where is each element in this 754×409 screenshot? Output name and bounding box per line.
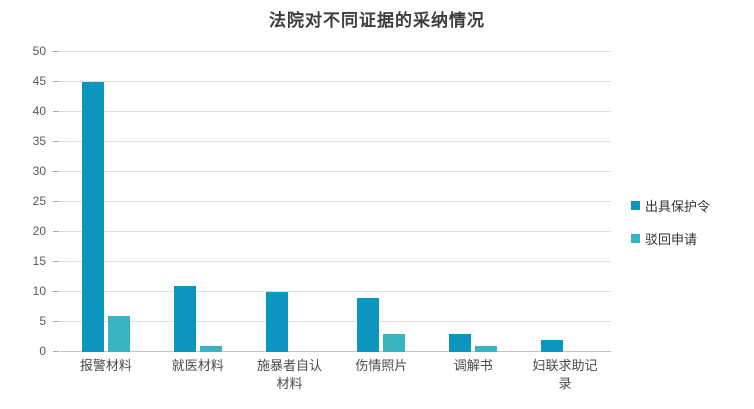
y-tick-label: 30 xyxy=(32,164,46,178)
bar-series2-cat4 xyxy=(475,346,498,352)
bar-group-2 xyxy=(244,52,336,352)
bar-series1-cat4 xyxy=(449,334,472,352)
bar-series2-cat1 xyxy=(199,346,222,352)
y-tick-label: 5 xyxy=(39,314,46,328)
y-tick-label: 15 xyxy=(32,254,46,268)
plot-area xyxy=(60,51,611,352)
bar-series2-cat0 xyxy=(107,316,130,352)
bar-group-0 xyxy=(60,52,152,352)
x-category-cell: 报警材料 xyxy=(60,357,152,393)
bar-group-3 xyxy=(336,52,428,352)
bar-series1-cat1 xyxy=(173,286,196,352)
y-tick-mark xyxy=(53,111,59,112)
gridline xyxy=(60,291,611,292)
gridline xyxy=(60,111,611,112)
x-category-cell: 妇联求助记录 xyxy=(519,357,611,393)
legend-label: 驳回申请 xyxy=(645,232,698,247)
gridline xyxy=(60,261,611,262)
y-tick-mark xyxy=(53,201,59,202)
gridline xyxy=(60,81,611,82)
y-tick-mark xyxy=(53,351,59,352)
y-tick-label: 50 xyxy=(32,44,46,58)
x-category-label: 妇联求助记录 xyxy=(532,358,598,392)
x-category-label: 调解书 xyxy=(453,358,493,373)
x-category-label: 就医材料 xyxy=(171,358,224,373)
y-tick-mark xyxy=(53,321,59,322)
y-tick-mark xyxy=(53,291,59,292)
x-category-label: 报警材料 xyxy=(79,358,132,373)
x-category-cell: 伤情照片 xyxy=(335,357,427,393)
x-axis-line xyxy=(60,351,611,352)
bar-group-4 xyxy=(427,52,519,352)
x-axis: 报警材料 就医材料 施暴者自认材料 伤情照片 调解书 妇联求助记录 xyxy=(60,357,611,393)
bar-series2-cat3 xyxy=(383,334,406,352)
gridline xyxy=(60,171,611,172)
y-tick-label: 10 xyxy=(32,284,46,298)
legend-item-series1: 出具保护令 xyxy=(631,196,710,215)
legend-item-series2: 驳回申请 xyxy=(631,229,710,248)
x-category-cell: 调解书 xyxy=(427,357,519,393)
gridline xyxy=(60,201,611,202)
bar-series1-cat0 xyxy=(81,82,104,352)
legend-label: 出具保护令 xyxy=(645,199,711,214)
legend: 出具保护令 驳回申请 xyxy=(631,196,710,248)
bar-group-5 xyxy=(519,52,611,352)
gridline xyxy=(60,231,611,232)
x-category-cell: 就医材料 xyxy=(152,357,244,393)
y-tick-label: 40 xyxy=(32,104,46,118)
y-tick-mark xyxy=(53,141,59,142)
legend-swatch-icon xyxy=(631,234,640,243)
y-tick-mark xyxy=(53,261,59,262)
bar-series1-cat2 xyxy=(265,292,288,352)
y-tick-mark xyxy=(53,171,59,172)
y-tick-mark xyxy=(53,231,59,232)
bar-series1-cat5 xyxy=(541,340,564,352)
gridline xyxy=(60,141,611,142)
gridline xyxy=(60,51,611,52)
y-tick-mark xyxy=(53,81,59,82)
chart-title: 法院对不同证据的采纳情况 xyxy=(269,11,485,30)
x-category-cell: 施暴者自认材料 xyxy=(244,357,336,393)
y-tick-label: 45 xyxy=(32,74,46,88)
y-tick-label: 0 xyxy=(39,344,46,358)
x-category-label: 施暴者自认材料 xyxy=(257,358,323,392)
gridline xyxy=(60,321,611,322)
bar-series1-cat3 xyxy=(357,298,380,352)
bar-group-1 xyxy=(152,52,244,352)
y-tick-label: 25 xyxy=(32,194,46,208)
y-tick-mark xyxy=(53,51,59,52)
legend-swatch-icon xyxy=(631,201,640,210)
x-category-label: 伤情照片 xyxy=(355,358,408,373)
y-tick-label: 20 xyxy=(32,224,46,238)
y-tick-label: 35 xyxy=(32,134,46,148)
